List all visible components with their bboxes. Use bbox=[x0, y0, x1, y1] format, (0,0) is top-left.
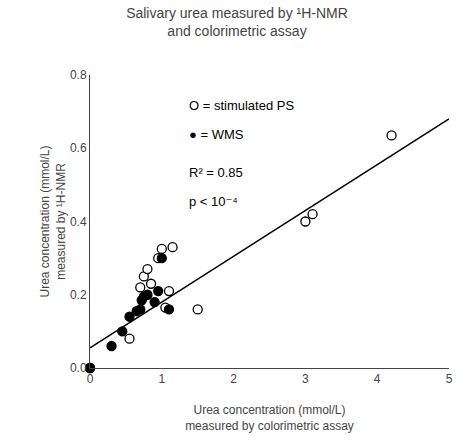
svg-text:0.2: 0.2 bbox=[70, 288, 87, 302]
svg-text:0.4: 0.4 bbox=[70, 215, 87, 229]
svg-text:2: 2 bbox=[230, 372, 237, 386]
svg-text:Urea concentration (mmol/L)mea: Urea concentration (mmol/L)measured by ¹… bbox=[38, 145, 68, 297]
svg-text:0.8: 0.8 bbox=[70, 68, 87, 82]
svg-text:Salivary urea measured by ¹H-N: Salivary urea measured by ¹H-NMRand colo… bbox=[126, 5, 348, 39]
svg-text:5: 5 bbox=[446, 372, 453, 386]
svg-text:4: 4 bbox=[374, 372, 381, 386]
svg-text:0.0: 0.0 bbox=[70, 361, 87, 375]
svg-text:0.6: 0.6 bbox=[70, 141, 87, 155]
svg-text:R² = 0.85: R² = 0.85 bbox=[189, 165, 243, 180]
svg-text:1: 1 bbox=[158, 372, 165, 386]
svg-text:Urea concentration (mmol/L)mea: Urea concentration (mmol/L)measured by c… bbox=[185, 403, 354, 433]
svg-text:3: 3 bbox=[302, 372, 309, 386]
svg-text:p < 10⁻⁴: p < 10⁻⁴ bbox=[189, 194, 238, 209]
svg-text:O = stimulated PS: O = stimulated PS bbox=[189, 98, 294, 113]
svg-text:● = WMS: ● = WMS bbox=[189, 127, 244, 142]
svg-text:0: 0 bbox=[87, 372, 94, 386]
